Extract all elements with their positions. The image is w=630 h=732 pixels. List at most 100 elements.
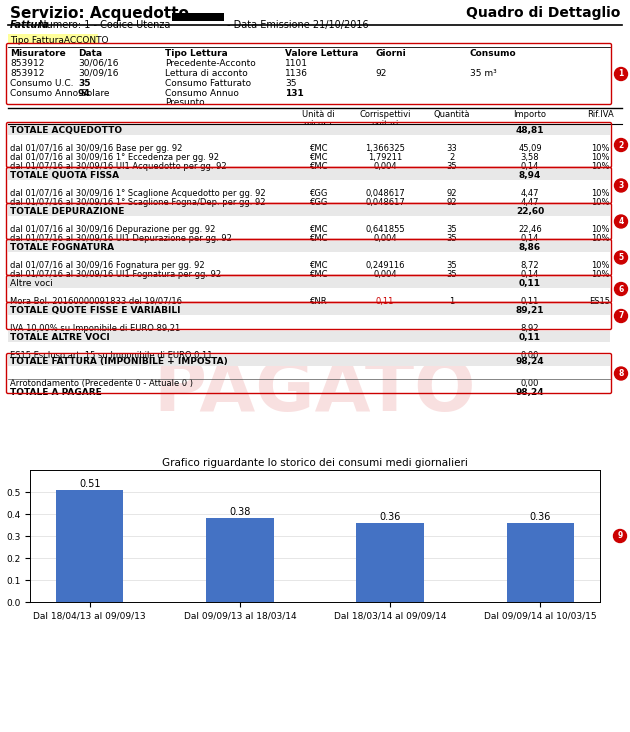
Text: 10%: 10% bbox=[591, 270, 609, 279]
Text: IVA 10,00% su Imponibile di EURO 89,21: IVA 10,00% su Imponibile di EURO 89,21 bbox=[10, 324, 180, 333]
Text: €GG: €GG bbox=[309, 198, 327, 207]
Text: 30/06/16: 30/06/16 bbox=[78, 59, 118, 68]
Bar bbox=[8, 277, 610, 288]
Text: 1: 1 bbox=[449, 297, 455, 306]
Text: Consumo U.C.: Consumo U.C. bbox=[10, 79, 74, 88]
Text: TOTALE FOGNATURA: TOTALE FOGNATURA bbox=[10, 243, 114, 252]
Text: - Data Emissione 21/10/2016: - Data Emissione 21/10/2016 bbox=[227, 20, 369, 30]
Text: dal 01/07/16 al 30/09/16 1° Eccedenza per gg. 92: dal 01/07/16 al 30/09/16 1° Eccedenza pe… bbox=[10, 153, 219, 162]
Text: 0,14: 0,14 bbox=[521, 162, 539, 171]
Bar bbox=[206, 518, 273, 602]
Text: 35: 35 bbox=[447, 162, 457, 171]
Text: TOTALE ALTRE VOCI: TOTALE ALTRE VOCI bbox=[10, 333, 110, 342]
Text: Data: Data bbox=[78, 49, 102, 58]
Bar bbox=[8, 355, 610, 366]
Text: Giorni: Giorni bbox=[375, 49, 406, 58]
Text: 0.36: 0.36 bbox=[379, 512, 401, 522]
Text: ES15: ES15 bbox=[590, 297, 610, 306]
Bar bbox=[8, 124, 610, 135]
Text: Quadro di Dettaglio: Quadro di Dettaglio bbox=[466, 6, 620, 20]
Text: 8,94: 8,94 bbox=[519, 171, 541, 180]
Text: Altre voci: Altre voci bbox=[10, 279, 53, 288]
Text: 0,004: 0,004 bbox=[373, 234, 397, 243]
Bar bbox=[8, 205, 610, 216]
Text: 92: 92 bbox=[375, 69, 386, 78]
Text: Corrispettivi
unitari: Corrispettivi unitari bbox=[359, 110, 411, 130]
Circle shape bbox=[614, 251, 627, 264]
Text: dal 01/07/16 al 30/09/16 UI1 Depurazione per gg. 92: dal 01/07/16 al 30/09/16 UI1 Depurazione… bbox=[10, 234, 232, 243]
Text: Lettura di acconto: Lettura di acconto bbox=[165, 69, 248, 78]
Text: 1: 1 bbox=[619, 70, 624, 78]
Text: 9: 9 bbox=[617, 531, 622, 540]
Text: 35: 35 bbox=[447, 261, 457, 270]
Text: 22,60: 22,60 bbox=[516, 207, 544, 216]
Circle shape bbox=[614, 283, 627, 296]
Text: 853912: 853912 bbox=[10, 69, 44, 78]
Text: 0.51: 0.51 bbox=[79, 479, 100, 489]
Bar bbox=[8, 331, 610, 342]
Text: 0,048617: 0,048617 bbox=[365, 189, 405, 198]
Circle shape bbox=[614, 310, 627, 323]
Text: 35: 35 bbox=[447, 225, 457, 234]
Text: €MC: €MC bbox=[309, 270, 327, 279]
Text: Consumo Fatturato: Consumo Fatturato bbox=[165, 79, 251, 88]
Text: Tipo FatturaACCONTO: Tipo FatturaACCONTO bbox=[10, 36, 108, 45]
Text: 0,00: 0,00 bbox=[521, 379, 539, 388]
Text: Precedente-Acconto: Precedente-Acconto bbox=[165, 59, 256, 68]
Text: 4: 4 bbox=[619, 217, 624, 226]
Text: dal 01/07/16 al 30/09/16 1° Scaglione Fogna/Dep. per gg. 92: dal 01/07/16 al 30/09/16 1° Scaglione Fo… bbox=[10, 198, 265, 207]
Text: 0,11: 0,11 bbox=[519, 279, 541, 288]
Text: 35: 35 bbox=[447, 270, 457, 279]
Text: dal 01/07/16 al 30/09/16 UI1 Acquedotto per gg. 92: dal 01/07/16 al 30/09/16 UI1 Acquedotto … bbox=[10, 162, 227, 171]
Text: 92: 92 bbox=[447, 198, 457, 207]
Text: 0,14: 0,14 bbox=[521, 234, 539, 243]
Text: 10%: 10% bbox=[591, 144, 609, 153]
Text: TOTALE QUOTA FISSA: TOTALE QUOTA FISSA bbox=[10, 171, 119, 180]
Text: Quantità: Quantità bbox=[433, 110, 470, 119]
Text: €MC: €MC bbox=[309, 153, 327, 162]
Text: 10%: 10% bbox=[591, 198, 609, 207]
Text: dal 01/07/16 al 30/09/16 Fognatura per gg. 92: dal 01/07/16 al 30/09/16 Fognatura per g… bbox=[10, 261, 205, 270]
Text: Rif.IVA: Rif.IVA bbox=[587, 110, 614, 119]
Text: Mora Bol. 20160000091833 del 19/07/16: Mora Bol. 20160000091833 del 19/07/16 bbox=[10, 297, 182, 306]
Text: 6: 6 bbox=[619, 285, 624, 294]
Text: €MC: €MC bbox=[309, 225, 327, 234]
Text: Importo: Importo bbox=[513, 110, 546, 119]
Text: TOTALE ACQUEDOTTO: TOTALE ACQUEDOTTO bbox=[10, 126, 122, 135]
Text: 0,004: 0,004 bbox=[373, 270, 397, 279]
Text: Tipo Lettura: Tipo Lettura bbox=[165, 49, 228, 58]
Bar bbox=[507, 523, 574, 602]
Text: 45,09: 45,09 bbox=[518, 144, 542, 153]
Bar bbox=[8, 34, 98, 44]
Text: 853912: 853912 bbox=[10, 59, 44, 68]
Text: 0,11: 0,11 bbox=[519, 333, 541, 342]
Text: 35: 35 bbox=[285, 79, 297, 88]
Text: 0,00: 0,00 bbox=[521, 351, 539, 360]
Circle shape bbox=[614, 215, 627, 228]
Text: 8,92: 8,92 bbox=[521, 324, 539, 333]
Text: 0,249116: 0,249116 bbox=[365, 261, 404, 270]
Text: 131: 131 bbox=[285, 89, 304, 98]
Text: dal 01/07/16 al 30/09/16 1° Scaglione Acquedotto per gg. 92: dal 01/07/16 al 30/09/16 1° Scaglione Ac… bbox=[10, 189, 266, 198]
Text: 8,72: 8,72 bbox=[520, 261, 539, 270]
Text: 0,048617: 0,048617 bbox=[365, 198, 405, 207]
Circle shape bbox=[614, 138, 627, 152]
Text: €GG: €GG bbox=[309, 189, 327, 198]
Text: 8,86: 8,86 bbox=[519, 243, 541, 252]
Text: 3: 3 bbox=[619, 181, 624, 190]
Text: 3,58: 3,58 bbox=[520, 153, 539, 162]
Text: Consumo Anno Solare: Consumo Anno Solare bbox=[10, 89, 110, 98]
Text: 1101: 1101 bbox=[285, 59, 308, 68]
Text: 10%: 10% bbox=[591, 153, 609, 162]
Bar bbox=[357, 523, 424, 602]
Title: Grafico riguardante lo storico dei consumi medi giornalieri: Grafico riguardante lo storico dei consu… bbox=[162, 458, 468, 468]
Text: dal 01/07/16 al 30/09/16 Depurazione per gg. 92: dal 01/07/16 al 30/09/16 Depurazione per… bbox=[10, 225, 215, 234]
Text: Numero: 1 - Codice Utenza: Numero: 1 - Codice Utenza bbox=[36, 20, 170, 30]
Text: 0,11: 0,11 bbox=[376, 297, 394, 306]
Text: €MC: €MC bbox=[309, 144, 327, 153]
Text: TOTALE QUOTE FISSE E VARIABILI: TOTALE QUOTE FISSE E VARIABILI bbox=[10, 306, 181, 315]
Text: Misuratore: Misuratore bbox=[10, 49, 66, 58]
Text: 1,79211: 1,79211 bbox=[368, 153, 402, 162]
Text: Presunto: Presunto bbox=[165, 98, 205, 107]
Text: 2: 2 bbox=[449, 153, 455, 162]
